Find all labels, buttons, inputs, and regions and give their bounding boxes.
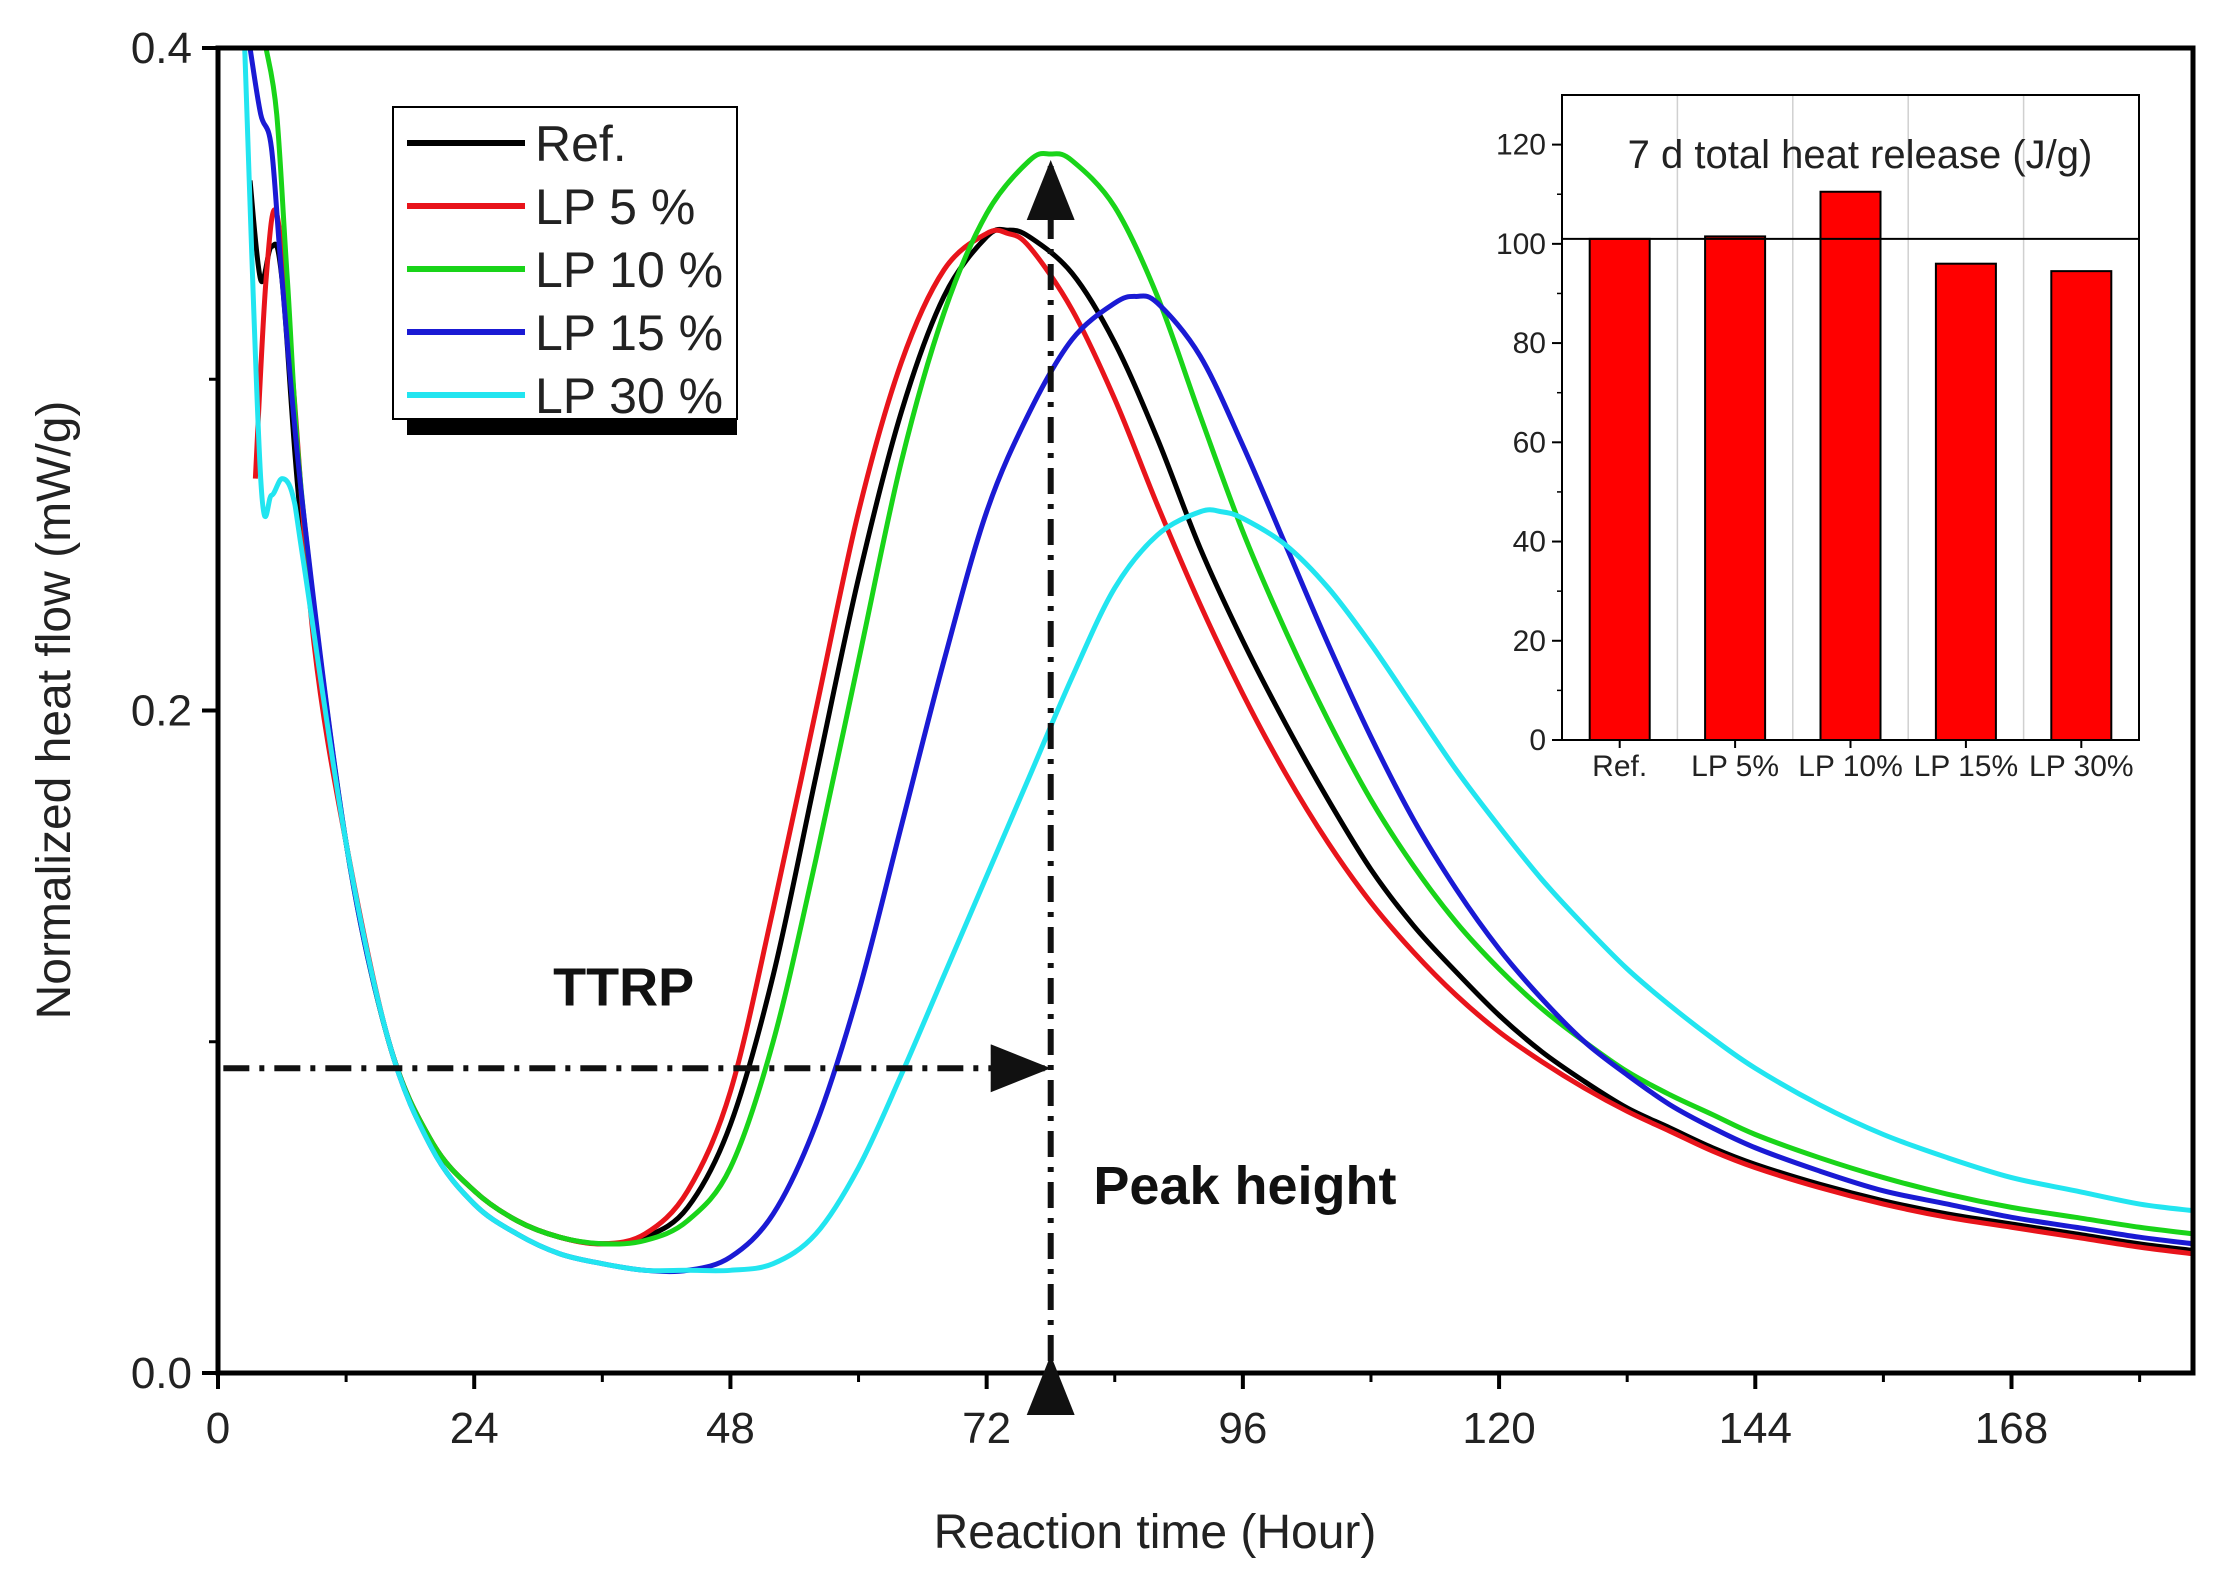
inset-bar-1	[1588, 237, 1651, 741]
inset-bar-5	[2050, 270, 2113, 741]
inset-bar-2	[1704, 235, 1767, 741]
inset-x-tick-label: LP 5%	[1691, 750, 1779, 783]
legend-label-2: LP 5 %	[535, 179, 695, 235]
inset-bar-chart: 0 20 40 60 80 100 120 Ref. LP 5% LP 10% LP 15% LP 3…	[1496, 94, 2140, 783]
x-tick-label: 72	[962, 1404, 1011, 1453]
x-tick-label: 120	[1462, 1404, 1535, 1453]
x-tick-label: 24	[450, 1404, 499, 1453]
inset-x-tick-label: LP 30%	[2029, 750, 2134, 783]
series-line-5	[242, 48, 2193, 1274]
inset-y-tick-label: 80	[1513, 327, 1546, 360]
legend-label-4: LP 15 %	[535, 305, 723, 361]
y-tick-label: 0.4	[131, 24, 192, 73]
y-tick-label: 0.2	[131, 687, 192, 736]
y-axis-title: Normalized heat flow (mW/g)	[28, 401, 81, 1020]
main-tick-marks	[202, 46, 2142, 1389]
inset-x-tick-label: LP 10%	[1798, 750, 1903, 783]
inset-y-tick-label: 40	[1513, 526, 1546, 559]
inset-y-tick-label: 100	[1496, 228, 1546, 261]
legend-label-5: LP 30 %	[535, 368, 723, 424]
inset-y-tick-label: 120	[1496, 129, 1546, 162]
inset-bar-3	[1819, 190, 1882, 741]
inset-y-tick-label: 0	[1529, 724, 1546, 757]
inset-y-tick-label: 60	[1513, 426, 1546, 459]
x-tick-label: 96	[1218, 1404, 1267, 1453]
inset-title: 7 d total heat release (J/g)	[1628, 133, 2093, 177]
x-tick-label: 0	[206, 1404, 230, 1453]
x-tick-label: 168	[1975, 1404, 2048, 1453]
x-axis-title: Reaction time (Hour)	[934, 1506, 1377, 1559]
inset-bar-4	[1934, 262, 1997, 741]
legend-box	[392, 106, 738, 420]
legend-label-1: Ref.	[535, 116, 627, 172]
inset-y-tick-label: 20	[1513, 625, 1546, 658]
x-tick-label: 144	[1719, 1404, 1792, 1453]
ttrp-annotation: TTRP	[553, 957, 694, 1017]
inset-x-tick-label: LP 15%	[1914, 750, 2019, 783]
inset-x-tick-label: Ref.	[1592, 750, 1647, 783]
annotation-group: TTRP Peak height	[223, 160, 1397, 1415]
legend-label-3: LP 10 %	[535, 242, 723, 298]
main-tick-labels: 0 24 48 72 96 120 144 168 0.0 0.2 0.4	[131, 24, 2048, 1453]
x-tick-label: 48	[706, 1404, 755, 1453]
legend: Ref. LP 5 % LP 10 % LP 15 % LP 30 %	[392, 106, 738, 435]
y-tick-label: 0.0	[131, 1349, 192, 1398]
peak-height-annotation: Peak height	[1093, 1156, 1396, 1216]
